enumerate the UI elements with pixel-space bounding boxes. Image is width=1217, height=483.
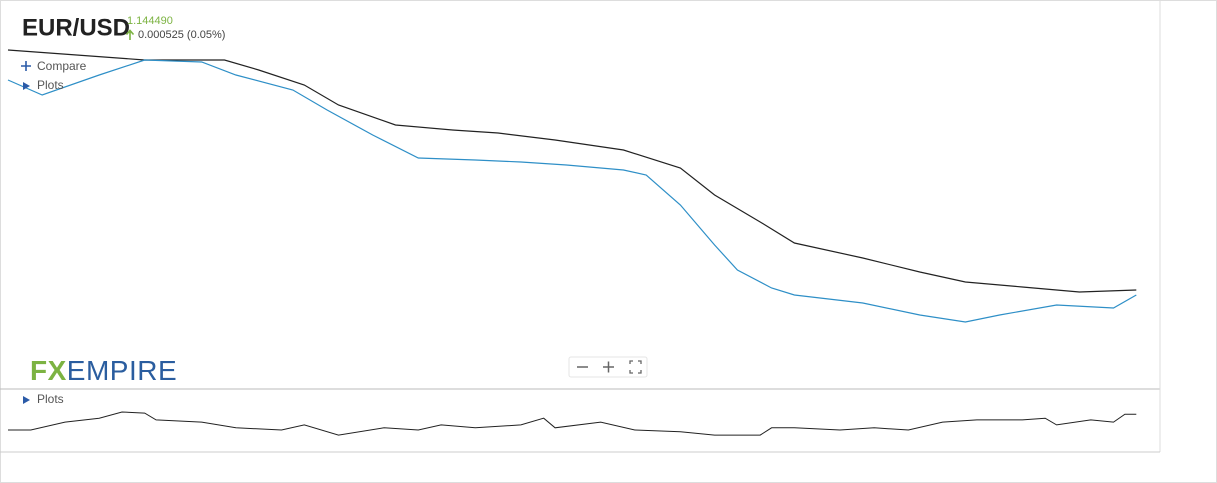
- plus-icon: [21, 61, 31, 71]
- logo-fx: FX: [30, 355, 67, 386]
- indicator-plots-button[interactable]: Plots: [23, 392, 64, 406]
- fullscreen[interactable]: [629, 360, 642, 374]
- plot: [7, 49, 1137, 436]
- plots-button[interactable]: Plots: [23, 78, 64, 92]
- logo: FXEMPIRE: [30, 355, 177, 386]
- indicator-line: [8, 411, 1137, 436]
- up-arrow: [125, 29, 135, 40]
- indicator-plots-label: Plots: [37, 392, 64, 406]
- plots-label: Plots: [37, 78, 64, 92]
- compare-label: Compare: [37, 59, 87, 73]
- moving-average: [7, 49, 1137, 293]
- zoom-in[interactable]: [603, 361, 614, 373]
- moving-average: [7, 59, 1137, 323]
- compare-button[interactable]: Compare: [21, 59, 87, 73]
- price-change: 0.000525 (0.05%): [138, 29, 225, 41]
- symbol-title: EUR/USD: [22, 14, 130, 41]
- triangle-icon: [23, 82, 30, 90]
- last-price: 1.144490: [127, 15, 173, 27]
- triangle-icon: [23, 396, 30, 404]
- logo-empire: EMPIRE: [67, 355, 177, 386]
- zoom-controls: [568, 356, 648, 378]
